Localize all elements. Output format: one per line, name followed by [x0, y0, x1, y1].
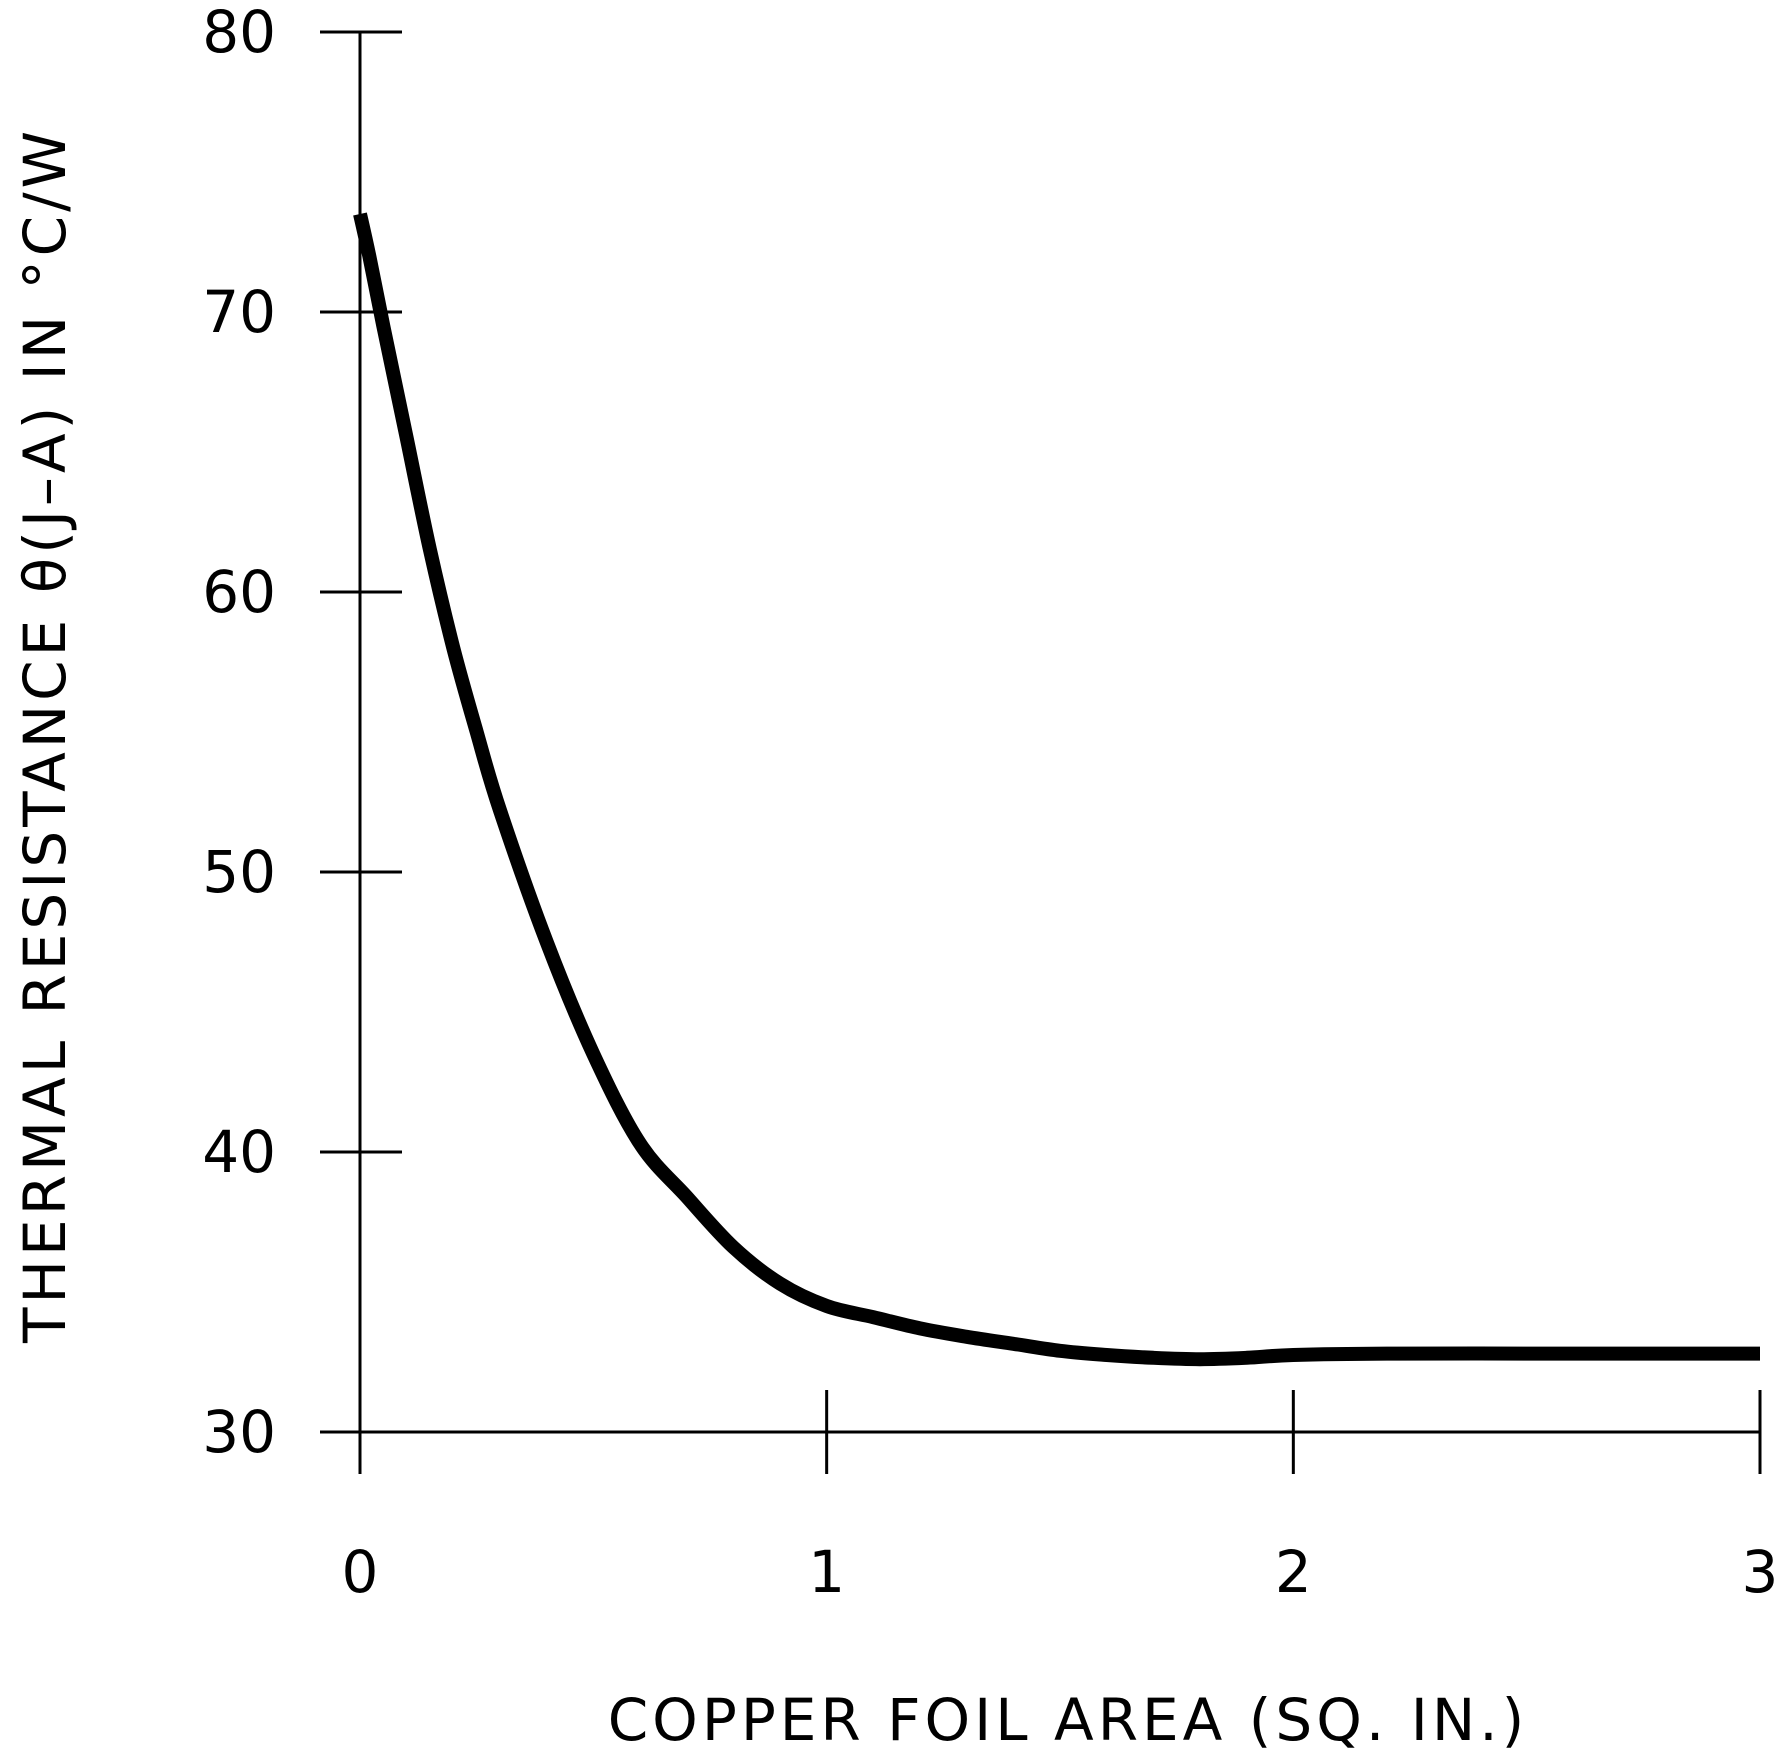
y-tick-label-50: 50: [202, 838, 276, 906]
x-tick-label-1: 1: [808, 1538, 845, 1606]
x-tick-label-3: 3: [1742, 1538, 1778, 1606]
y-axis-title: THERMAL RESISTANCE θ(J–A) IN °C/W: [11, 127, 79, 1344]
tick-labels: 30 40 50 60 70 80 0 1 2 3: [202, 0, 1778, 1606]
ticks: [320, 30, 1762, 1474]
x-tick-label-0: 0: [342, 1538, 379, 1606]
y-tick-label-70: 70: [202, 278, 276, 346]
y-tick-label-80: 80: [202, 0, 276, 66]
axes: [320, 32, 1760, 1464]
y-tick-label-40: 40: [202, 1118, 276, 1186]
series-line-0: [353, 212, 1760, 1367]
x-tick-label-2: 2: [1275, 1538, 1312, 1606]
y-tick-label-60: 60: [202, 558, 276, 626]
x-axis-title: COPPER FOIL AREA (SQ. IN.): [608, 1686, 1529, 1754]
y-tick-label-30: 30: [202, 1398, 276, 1466]
series-group: [353, 212, 1760, 1367]
